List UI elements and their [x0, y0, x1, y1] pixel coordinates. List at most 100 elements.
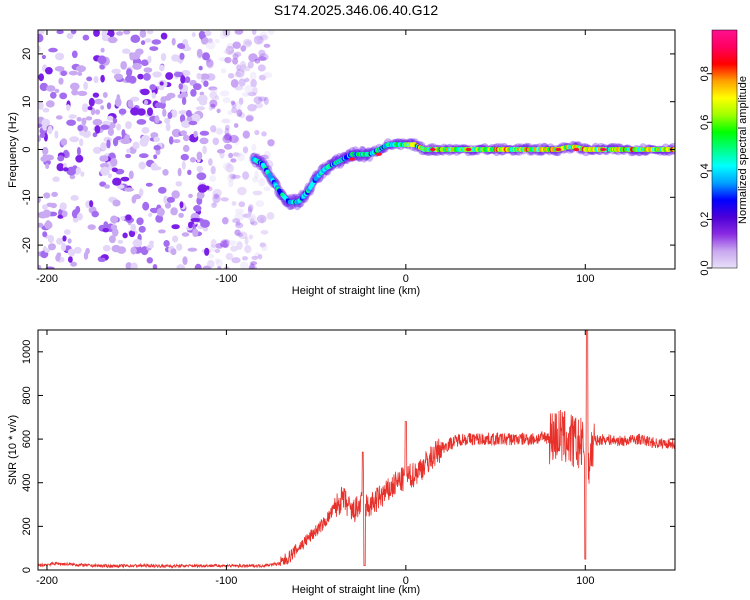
noise-blob: [39, 133, 46, 138]
noise-blob: [236, 64, 241, 71]
noise-blob: [263, 151, 271, 160]
noise-blob: [102, 228, 110, 233]
noise-blob: [124, 134, 131, 140]
noise-blob: [40, 156, 48, 162]
noise-blob: [147, 244, 154, 249]
noise-blob: [150, 162, 158, 171]
noise-blob: [229, 174, 235, 179]
noise-blob: [220, 239, 231, 245]
noise-blob: [260, 216, 265, 224]
noise-blob: [227, 73, 235, 79]
noise-blob: [249, 71, 257, 81]
noise-blob: [141, 126, 150, 134]
noise-blob: [208, 104, 213, 111]
noise-blob: [249, 266, 256, 269]
noise-blob: [38, 222, 44, 228]
noise-blob: [178, 83, 184, 90]
noise-blob: [156, 207, 165, 217]
noise-blob: [242, 213, 252, 218]
noise-blob: [190, 157, 196, 163]
noise-blob: [124, 187, 134, 192]
noise-blob: [202, 265, 212, 269]
noise-blob: [222, 239, 230, 249]
noise-blob: [251, 255, 259, 260]
noise-blob: [236, 71, 244, 78]
noise-blob: [177, 93, 184, 99]
noise-blob: [173, 139, 181, 144]
noise-blob: [153, 154, 158, 160]
noise-blob: [218, 57, 228, 62]
y-tick-label: 1000: [21, 340, 33, 364]
noise-blob: [180, 75, 186, 84]
noise-blob: [59, 202, 67, 211]
noise-blob: [222, 118, 230, 123]
noise-blob: [55, 52, 65, 61]
noise-blob: [212, 201, 219, 206]
noise-blob: [120, 138, 131, 145]
noise-blob: [131, 195, 137, 204]
noise-blob: [181, 161, 186, 170]
noise-blob: [235, 68, 245, 78]
noise-blob: [171, 128, 181, 138]
noise-blob: [214, 128, 224, 134]
noise-blob: [180, 153, 189, 161]
noise-blob: [56, 30, 64, 35]
noise-blob: [222, 217, 229, 225]
noise-blob: [151, 92, 156, 99]
noise-blob: [154, 102, 164, 109]
noise-blob: [209, 175, 217, 182]
noise-blob: [208, 86, 218, 91]
noise-blob: [182, 134, 190, 142]
x-tick-label: 0: [403, 273, 409, 285]
colorbar-tick-label: 0.0: [699, 260, 711, 275]
noise-blob: [170, 109, 178, 118]
noise-blob: [112, 118, 118, 124]
noise-blob: [209, 99, 218, 108]
noise-blob: [267, 139, 275, 147]
noise-blob: [190, 89, 197, 97]
noise-blob: [55, 254, 61, 262]
noise-blob: [68, 256, 73, 263]
noise-blob: [54, 88, 60, 93]
noise-blob: [226, 240, 237, 246]
noise-blob: [250, 261, 258, 266]
noise-blob: [213, 194, 219, 199]
noise-blob: [63, 229, 71, 235]
noise-blob: [111, 167, 118, 173]
noise-blob: [173, 71, 184, 78]
noise-blob: [181, 97, 187, 105]
noise-blob: [221, 118, 231, 124]
noise-blob: [222, 162, 232, 171]
noise-blob: [61, 242, 67, 252]
noise-blob: [244, 236, 249, 245]
noise-blob: [231, 174, 241, 179]
noise-blob: [224, 56, 232, 64]
noise-blob: [92, 92, 100, 98]
noise-blob: [41, 54, 47, 60]
noise-blob: [172, 235, 179, 243]
noise-blob: [194, 263, 202, 269]
noise-blob: [220, 68, 227, 74]
noise-blob: [81, 117, 87, 126]
noise-blob: [158, 186, 167, 194]
spectrogram-y-label: Frequency (Hz): [7, 112, 19, 188]
noise-blob: [142, 201, 150, 211]
noise-blob: [257, 64, 266, 72]
noise-blob: [232, 152, 242, 158]
noise-blob: [263, 96, 269, 105]
ridge-peak: [349, 157, 355, 161]
noise-blob: [107, 36, 118, 44]
snr-x-ticks: -200 -100 0 100: [36, 330, 594, 587]
noise-blob: [176, 264, 185, 269]
noise-blob: [38, 102, 44, 110]
y-tick-label: 200: [21, 517, 33, 535]
noise-blob: [257, 38, 262, 44]
noise-blob: [182, 144, 190, 153]
noise-blob: [100, 124, 110, 130]
noise-blob: [196, 72, 202, 80]
noise-blob: [154, 115, 160, 124]
noise-blob: [254, 102, 264, 109]
noise-blob: [180, 130, 187, 136]
noise-blob: [185, 109, 192, 118]
colorbar-tick-label: 0.2: [699, 212, 711, 227]
